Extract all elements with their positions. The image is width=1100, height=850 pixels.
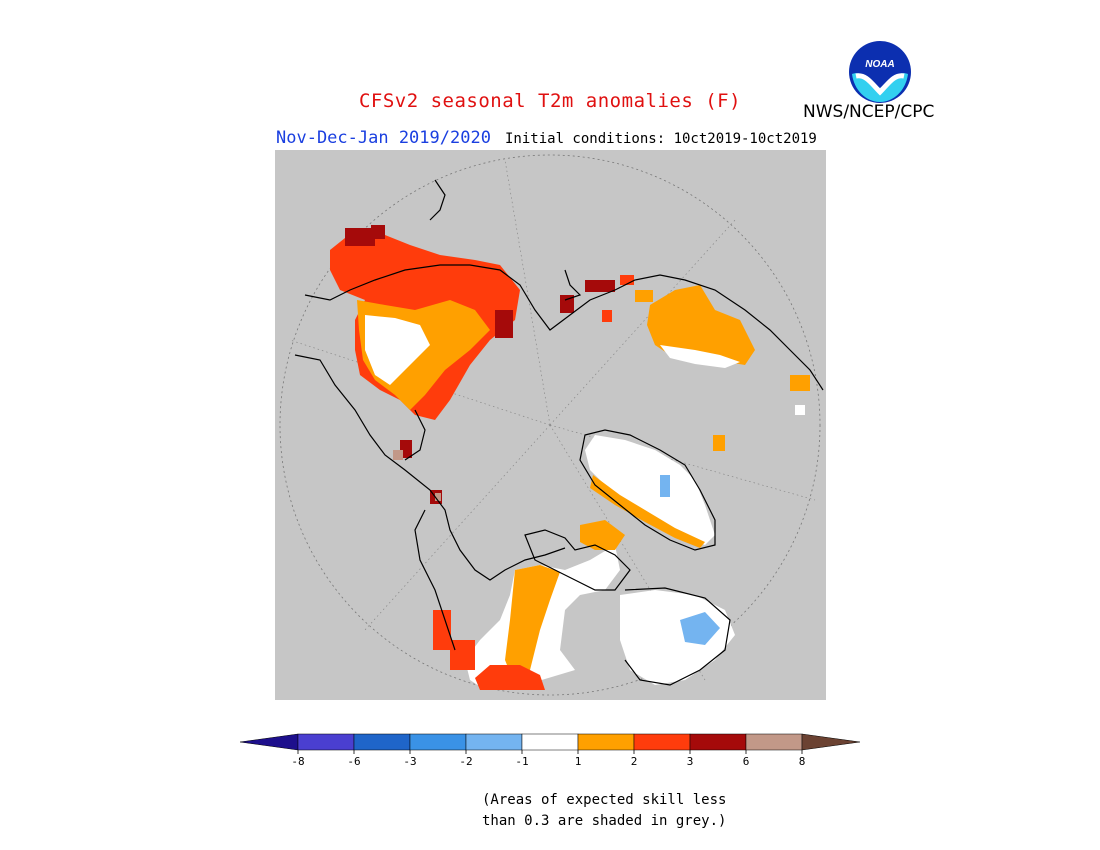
- region-north-america: [433, 520, 735, 690]
- legend-tick-label: -6: [347, 755, 360, 768]
- legend-tick-label: -3: [403, 755, 416, 768]
- skill-note-line1: (Areas of expected skill less: [482, 792, 727, 808]
- legend-bins: [239, 733, 861, 751]
- color-legend: -8 -6 -3 -2 -1 1 2 3 6 8: [239, 733, 861, 768]
- skill-note-line2: than 0.3 are shaded in grey.): [482, 813, 727, 829]
- skill-note: (Areas of expected skill less than 0.3 a…: [482, 790, 726, 832]
- logo-text: NOAA: [865, 59, 894, 70]
- legend-tick-label: 2: [631, 755, 638, 768]
- legend-bin: [297, 733, 355, 751]
- coastlines: [294, 179, 824, 686]
- legend-tick-label: 1: [575, 755, 582, 768]
- legend-tick-label: -8: [291, 755, 304, 768]
- map-title: CFSv2 seasonal T2m anomalies (F): [358, 90, 742, 112]
- region-siberia: [647, 285, 810, 451]
- legend-tick-label: 8: [799, 755, 806, 768]
- legend-tick-label: -2: [459, 755, 472, 768]
- legend-bin: [801, 733, 861, 751]
- region-europe: [330, 225, 653, 504]
- region-greenland: [585, 435, 715, 548]
- legend-bin: [465, 733, 523, 751]
- legend-tick-label: -1: [515, 755, 528, 768]
- legend-tick-label: 6: [743, 755, 750, 768]
- legend-bin: [409, 733, 467, 751]
- noaa-logo: NOAA: [849, 41, 911, 103]
- polar-anomaly-map: [275, 150, 826, 700]
- legend-tick-label: 3: [687, 755, 694, 768]
- legend-bin: [689, 733, 747, 751]
- agency-label: NWS/NCEP/CPC: [803, 102, 935, 122]
- legend-bin: [633, 733, 691, 751]
- map-edge-circle: [279, 154, 821, 696]
- legend-bin: [521, 733, 579, 751]
- forecast-period: Nov-Dec-Jan 2019/2020: [276, 128, 491, 148]
- legend-bin: [353, 733, 411, 751]
- legend-bin: [745, 733, 803, 751]
- legend-bin: [577, 733, 635, 751]
- legend-bin: [239, 733, 299, 751]
- legend-ticks: -8 -6 -3 -2 -1 1 2 3 6 8: [291, 750, 805, 768]
- initial-conditions: Initial conditions: 10ct2019-10ct2019: [505, 131, 817, 147]
